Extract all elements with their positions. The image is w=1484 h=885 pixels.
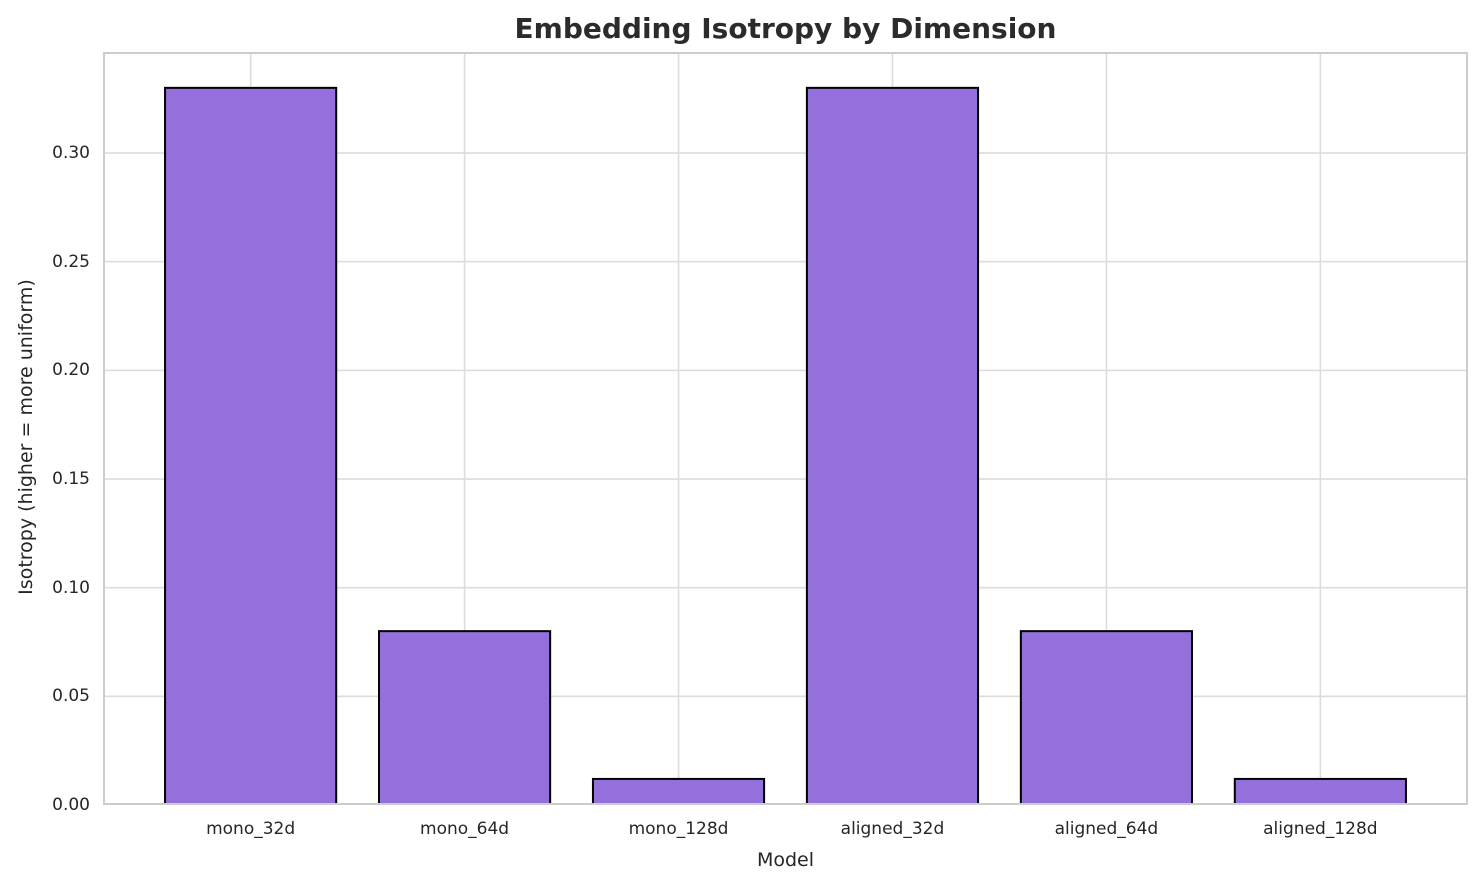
bar-mono_128d [591,777,766,806]
plot-area [103,52,1468,807]
bar-aligned_128d [1233,777,1407,806]
plot-canvas [103,52,1468,807]
x-tick-label: mono_64d [420,819,510,839]
y-tick-label: 0.30 [52,143,90,164]
bar-aligned_32d [805,86,980,807]
x-tick-label: mono_128d [628,819,729,839]
y-tick-label: 0.25 [52,251,90,272]
y-tick-label: 0.20 [52,360,90,381]
chart-title: Embedding Isotropy by Dimension [514,12,1057,45]
y-tick-label: 0.15 [52,469,90,490]
y-tick-label: 0.10 [52,577,90,598]
bar-mono_64d [377,630,552,806]
bar-aligned_64d [1019,630,1194,806]
plot-border [103,52,1468,805]
x-tick-label: mono_32d [206,819,296,839]
x-axis-label: Model [756,849,815,871]
x-tick-label: aligned_128d [1263,819,1378,839]
y-tick-label: 0.00 [52,795,90,815]
x-tick-label: aligned_32d [840,819,945,839]
x-tick-label: aligned_64d [1054,819,1159,839]
bar-mono_32d [164,86,338,807]
y-tick-label: 0.05 [52,686,90,707]
